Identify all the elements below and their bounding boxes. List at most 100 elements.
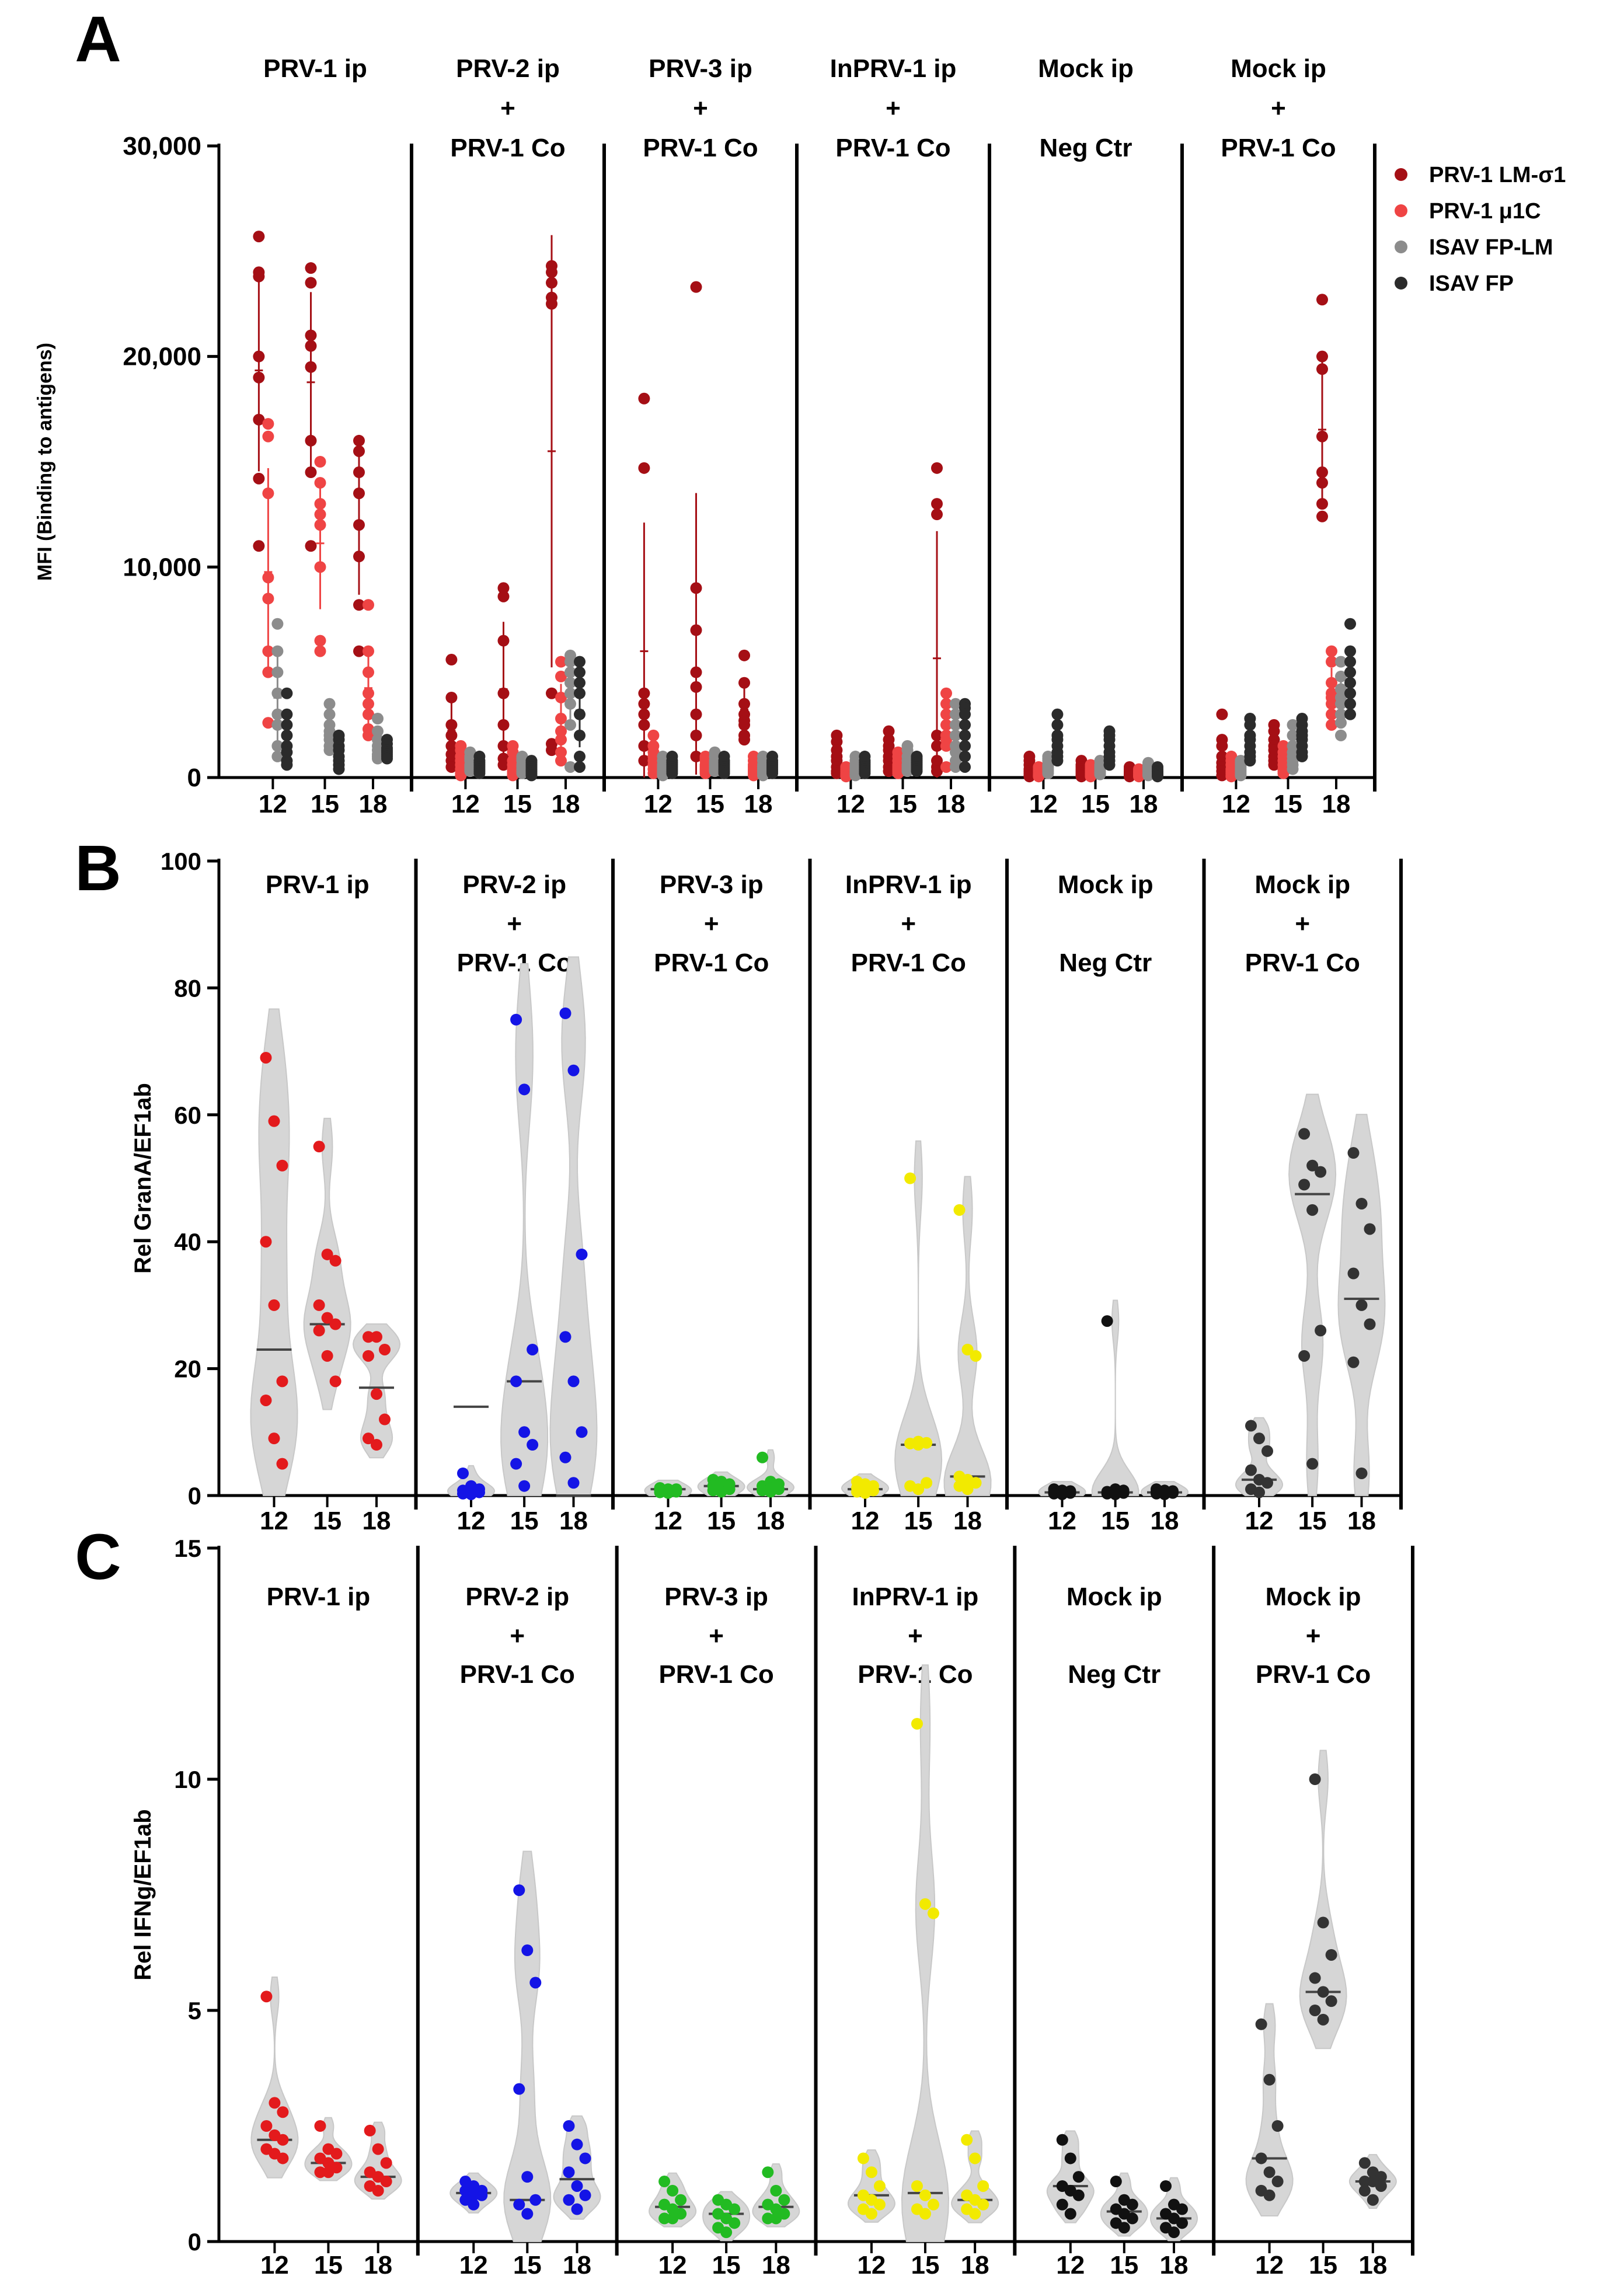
data-point <box>314 477 326 489</box>
data-point <box>1316 498 1328 510</box>
data-point <box>1335 717 1347 729</box>
violin-shape <box>894 1140 943 1496</box>
data-point <box>959 750 971 762</box>
data-point <box>1225 771 1238 783</box>
data-point <box>253 371 265 384</box>
data-point <box>1325 1995 1337 2007</box>
data-point <box>529 2194 542 2206</box>
x-tick-label: 15 <box>1274 790 1302 818</box>
data-point <box>563 2166 575 2179</box>
data-point <box>253 472 265 485</box>
data-point <box>762 2212 774 2225</box>
data-point <box>305 540 317 552</box>
data-point <box>497 582 510 594</box>
x-tick-label: 15 <box>1081 790 1110 818</box>
data-point <box>372 2143 384 2155</box>
data-point <box>564 656 576 668</box>
data-point <box>762 2166 774 2179</box>
x-tick-label: 18 <box>552 790 580 818</box>
data-point <box>268 1115 280 1127</box>
data-point <box>931 462 943 474</box>
x-tick-label: 12 <box>1255 2251 1284 2279</box>
data-point <box>1056 2134 1068 2146</box>
data-point <box>521 2208 534 2220</box>
data-point <box>738 734 750 746</box>
legend-marker <box>1395 241 1407 253</box>
data-point <box>1124 771 1135 783</box>
data-point <box>262 430 274 442</box>
data-point <box>738 698 750 710</box>
data-point <box>574 729 586 741</box>
x-tick-label: 12 <box>1048 1507 1076 1535</box>
data-point <box>314 561 326 573</box>
violin-shape <box>549 956 598 1496</box>
violin-shape <box>943 1176 992 1496</box>
data-point <box>314 508 326 521</box>
data-point <box>1263 2189 1275 2201</box>
data-point <box>1168 2226 1180 2239</box>
x-tick-label: 18 <box>363 1507 391 1535</box>
data-point <box>1109 1488 1121 1500</box>
data-point <box>1306 1204 1319 1216</box>
data-point <box>1315 1166 1327 1178</box>
data-point <box>950 719 961 731</box>
data-point <box>1253 1432 1265 1445</box>
data-point <box>333 763 345 775</box>
group-title-line: + <box>1295 909 1310 938</box>
group-title-line: PRV-3 ip <box>664 1583 768 1611</box>
group-title-line: Mock ip <box>1231 54 1326 83</box>
data-point <box>970 1477 982 1489</box>
data-point <box>281 759 293 771</box>
x-tick-label: 15 <box>311 790 339 818</box>
data-point <box>372 713 384 725</box>
data-point <box>969 2152 981 2165</box>
data-point <box>260 1394 272 1406</box>
x-tick-label: 18 <box>1347 1507 1376 1535</box>
data-point <box>574 656 586 668</box>
y-axis-label: Rel IFNg/EF1ab <box>130 1809 156 1980</box>
data-point <box>1326 645 1337 657</box>
y-tick-label: 5 <box>188 1997 201 2024</box>
data-point <box>770 2212 782 2225</box>
data-point <box>313 1141 325 1153</box>
y-tick-label: 10 <box>174 1766 201 1793</box>
violin-shape <box>1245 2003 1294 2216</box>
data-point <box>1176 2217 1188 2229</box>
data-point <box>313 1299 325 1311</box>
x-tick-label: 15 <box>911 2251 939 2279</box>
group-title-line: PRV-1 ip <box>266 870 370 899</box>
data-point <box>690 708 702 720</box>
data-point <box>507 769 519 782</box>
data-point <box>313 1325 325 1337</box>
group-title-line: Mock ip <box>1067 1583 1162 1611</box>
data-point <box>321 1312 333 1324</box>
data-point <box>709 765 721 778</box>
x-tick-label: 12 <box>1222 790 1250 818</box>
data-point <box>873 2198 886 2211</box>
data-point <box>516 767 528 779</box>
group-title-line: PRV-1 Co <box>851 949 966 977</box>
data-point <box>445 729 458 741</box>
data-point <box>1255 2152 1267 2165</box>
data-point <box>1126 2212 1138 2225</box>
x-tick-label: 12 <box>644 790 672 818</box>
data-point <box>262 571 274 584</box>
x-tick-label: 12 <box>451 790 480 818</box>
data-point <box>1094 768 1106 780</box>
group-title-line: InPRV-1 ip <box>830 54 957 83</box>
data-point <box>931 740 943 752</box>
violin-shape <box>250 1976 299 2179</box>
x-tick-label: 15 <box>888 790 917 818</box>
y-tick-label: 10,000 <box>123 553 201 581</box>
data-point <box>1042 767 1054 779</box>
data-point <box>1364 1223 1376 1235</box>
data-point <box>1317 2013 1329 2026</box>
data-point <box>260 1236 272 1248</box>
data-point <box>1306 1159 1319 1172</box>
data-point <box>1326 656 1337 668</box>
data-point <box>1355 1467 1368 1479</box>
data-point <box>314 635 326 647</box>
data-point <box>314 456 326 468</box>
data-point <box>1375 2180 1387 2192</box>
data-point <box>281 687 293 699</box>
